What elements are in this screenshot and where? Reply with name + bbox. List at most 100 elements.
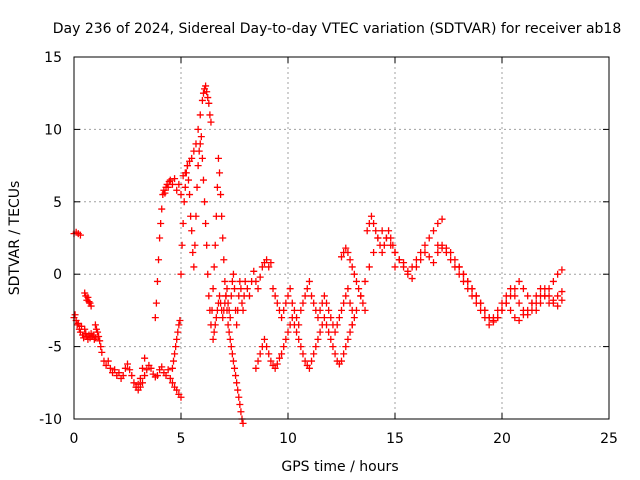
data-point (554, 302, 562, 310)
data-point (199, 176, 207, 184)
data-point (346, 256, 354, 264)
data-point (293, 328, 301, 336)
data-point (203, 241, 211, 249)
data-point (340, 350, 348, 358)
data-point (141, 354, 149, 362)
data-point (235, 393, 243, 401)
data-point (216, 292, 224, 300)
data-point (331, 328, 339, 336)
data-point (278, 314, 286, 322)
data-point (357, 292, 365, 300)
data-point (438, 215, 446, 223)
data-point (204, 270, 212, 278)
data-point (202, 220, 210, 228)
data-point (173, 335, 181, 343)
data-point (171, 175, 179, 183)
data-point (346, 299, 354, 307)
data-point (260, 335, 268, 343)
data-point (267, 357, 275, 365)
data-point (320, 292, 328, 300)
data-point (195, 147, 203, 155)
data-point (472, 292, 480, 300)
data-point (147, 364, 155, 372)
data-point (233, 321, 241, 329)
data-point (162, 372, 170, 380)
data-point (380, 241, 388, 249)
data-point (199, 89, 207, 97)
data-point (237, 408, 245, 416)
data-point (136, 383, 144, 391)
data-points (70, 82, 566, 427)
data-point (374, 234, 382, 242)
data-point (243, 285, 251, 293)
data-point (267, 259, 275, 267)
data-point (280, 343, 288, 351)
data-point (515, 277, 523, 285)
data-point (151, 314, 159, 322)
data-point (545, 299, 553, 307)
data-point (378, 248, 386, 256)
data-point (173, 186, 181, 194)
data-point (256, 273, 264, 281)
data-point (303, 285, 311, 293)
data-point (299, 299, 307, 307)
data-point (256, 350, 264, 358)
data-point (198, 96, 206, 104)
data-point (229, 270, 237, 278)
data-point (282, 335, 290, 343)
data-point (305, 364, 313, 372)
axis-ticks: 0 5 10 15 20 25 -10 -5 0 5 10 15 (39, 50, 618, 447)
data-point (370, 248, 378, 256)
data-point (106, 364, 114, 372)
data-point (226, 314, 234, 322)
data-point (172, 343, 180, 351)
data-point (519, 285, 527, 293)
data-point (344, 248, 352, 256)
data-point (218, 212, 226, 220)
data-point (295, 335, 303, 343)
data-point (194, 125, 202, 133)
data-point (158, 363, 166, 371)
data-point (447, 256, 455, 264)
data-point (308, 357, 316, 365)
data-point (355, 285, 363, 293)
data-point (348, 321, 356, 329)
data-point (382, 234, 390, 242)
data-point (346, 328, 354, 336)
data-point (84, 293, 92, 301)
data-point (231, 364, 238, 372)
data-point (254, 357, 262, 365)
data-point (171, 350, 179, 358)
data-point (250, 267, 258, 275)
data-point (528, 299, 536, 307)
x-tick-label: 15 (386, 431, 404, 447)
y-tick-label: -10 (39, 412, 62, 428)
data-point (229, 357, 237, 365)
data-point (177, 191, 185, 199)
data-point (263, 256, 271, 264)
data-point (320, 314, 328, 322)
data-point (179, 220, 187, 228)
data-point (271, 292, 279, 300)
data-point (494, 314, 502, 322)
data-point (350, 270, 358, 278)
data-point (239, 306, 247, 314)
data-point (502, 299, 510, 307)
data-point (361, 306, 369, 314)
data-point (183, 162, 191, 170)
data-point (485, 321, 493, 329)
data-point (217, 191, 225, 199)
data-point (188, 154, 196, 162)
data-point (425, 234, 433, 242)
data-point (219, 234, 227, 242)
data-point (370, 220, 378, 228)
data-point (207, 118, 215, 126)
data-point (138, 379, 146, 387)
data-point (421, 241, 429, 249)
data-point (299, 350, 307, 358)
data-point (378, 227, 386, 235)
data-point (138, 364, 146, 372)
data-point (153, 372, 161, 380)
data-point (205, 292, 213, 300)
data-point (211, 241, 219, 249)
